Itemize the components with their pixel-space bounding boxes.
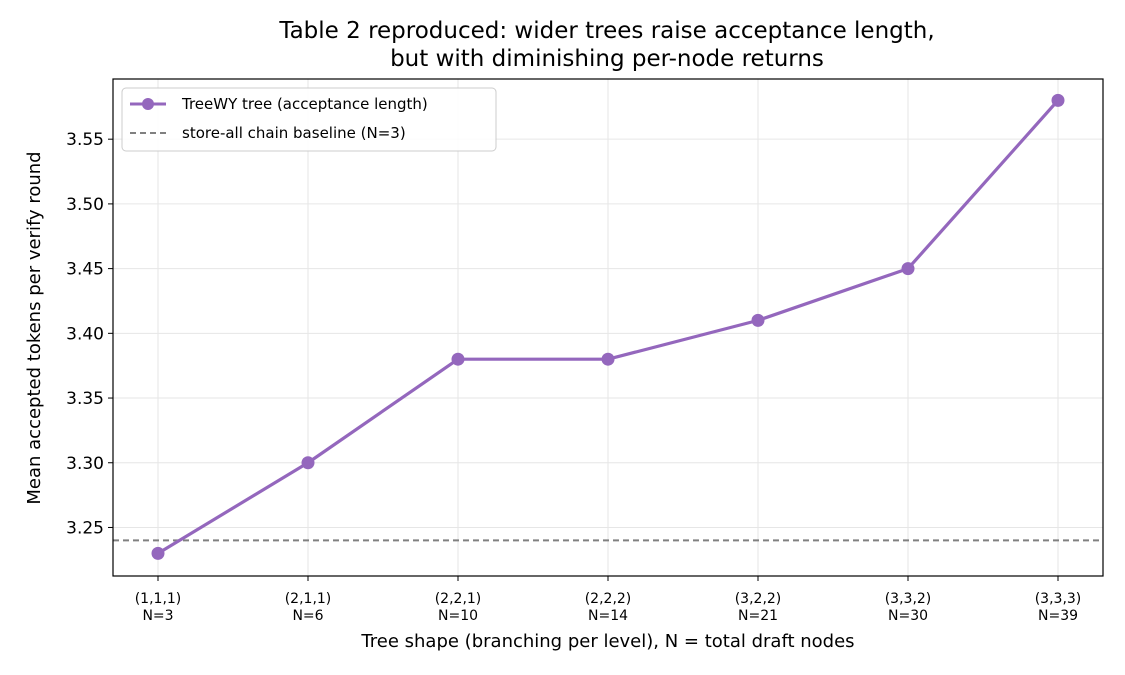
x-tick-label-shape: (3,3,2) <box>885 591 932 607</box>
chart-title-line-2: but with diminishing per-node returns <box>390 46 824 72</box>
x-tick-label-shape: (3,2,2) <box>735 591 782 607</box>
series-layer <box>151 93 1065 560</box>
y-tick-label: 3.55 <box>66 130 104 150</box>
data-point <box>1051 93 1065 107</box>
y-tick-label: 3.35 <box>66 389 104 409</box>
y-tick-label: 3.30 <box>66 454 104 474</box>
grid <box>113 79 1103 576</box>
y-tick-label: 3.40 <box>66 324 104 344</box>
legend-baseline-label: store-all chain baseline (N=3) <box>182 124 406 142</box>
x-tick-label-nodes: N=30 <box>888 608 928 624</box>
x-tick-label-shape: (2,2,1) <box>435 591 482 607</box>
x-axis-ticks: (1,1,1)N=3(2,1,1)N=6(2,2,1)N=10(2,2,2)N=… <box>135 576 1082 624</box>
chart-title-line-1: Table 2 reproduced: wider trees raise ac… <box>278 18 934 44</box>
legend-series-label: TreeWY tree (acceptance length) <box>181 95 428 113</box>
x-tick-label-nodes: N=10 <box>438 608 478 624</box>
x-tick-label-shape: (2,1,1) <box>285 591 332 607</box>
x-tick-label-nodes: N=6 <box>292 608 323 624</box>
legend-series-swatch-marker <box>142 98 154 110</box>
x-tick-label-shape: (1,1,1) <box>135 591 182 607</box>
y-axis-ticks: 3.25 3.30 3.35 3.40 3.45 3.50 3.55 <box>66 130 113 538</box>
x-tick-label-shape: (2,2,2) <box>585 591 632 607</box>
data-point <box>901 262 915 276</box>
data-point <box>601 352 615 366</box>
x-tick-label-nodes: N=21 <box>738 608 778 624</box>
x-tick-label-nodes: N=3 <box>142 608 173 624</box>
y-tick-label: 3.50 <box>66 195 104 215</box>
y-tick-label: 3.45 <box>66 260 104 280</box>
data-point <box>301 456 315 470</box>
y-tick-label: 3.25 <box>66 518 104 538</box>
y-axis-label: Mean accepted tokens per verify round <box>24 151 45 504</box>
legend: TreeWY tree (acceptance length) store-al… <box>121 87 497 152</box>
x-tick-label-nodes: N=39 <box>1038 608 1078 624</box>
data-point <box>451 352 465 366</box>
legend-box <box>121 87 497 152</box>
x-axis-label: Tree shape (branching per level), N = to… <box>360 631 854 652</box>
data-point <box>151 546 165 560</box>
x-tick-label-nodes: N=14 <box>588 608 628 624</box>
data-point <box>751 313 765 327</box>
x-tick-label-shape: (3,3,3) <box>1035 591 1082 607</box>
